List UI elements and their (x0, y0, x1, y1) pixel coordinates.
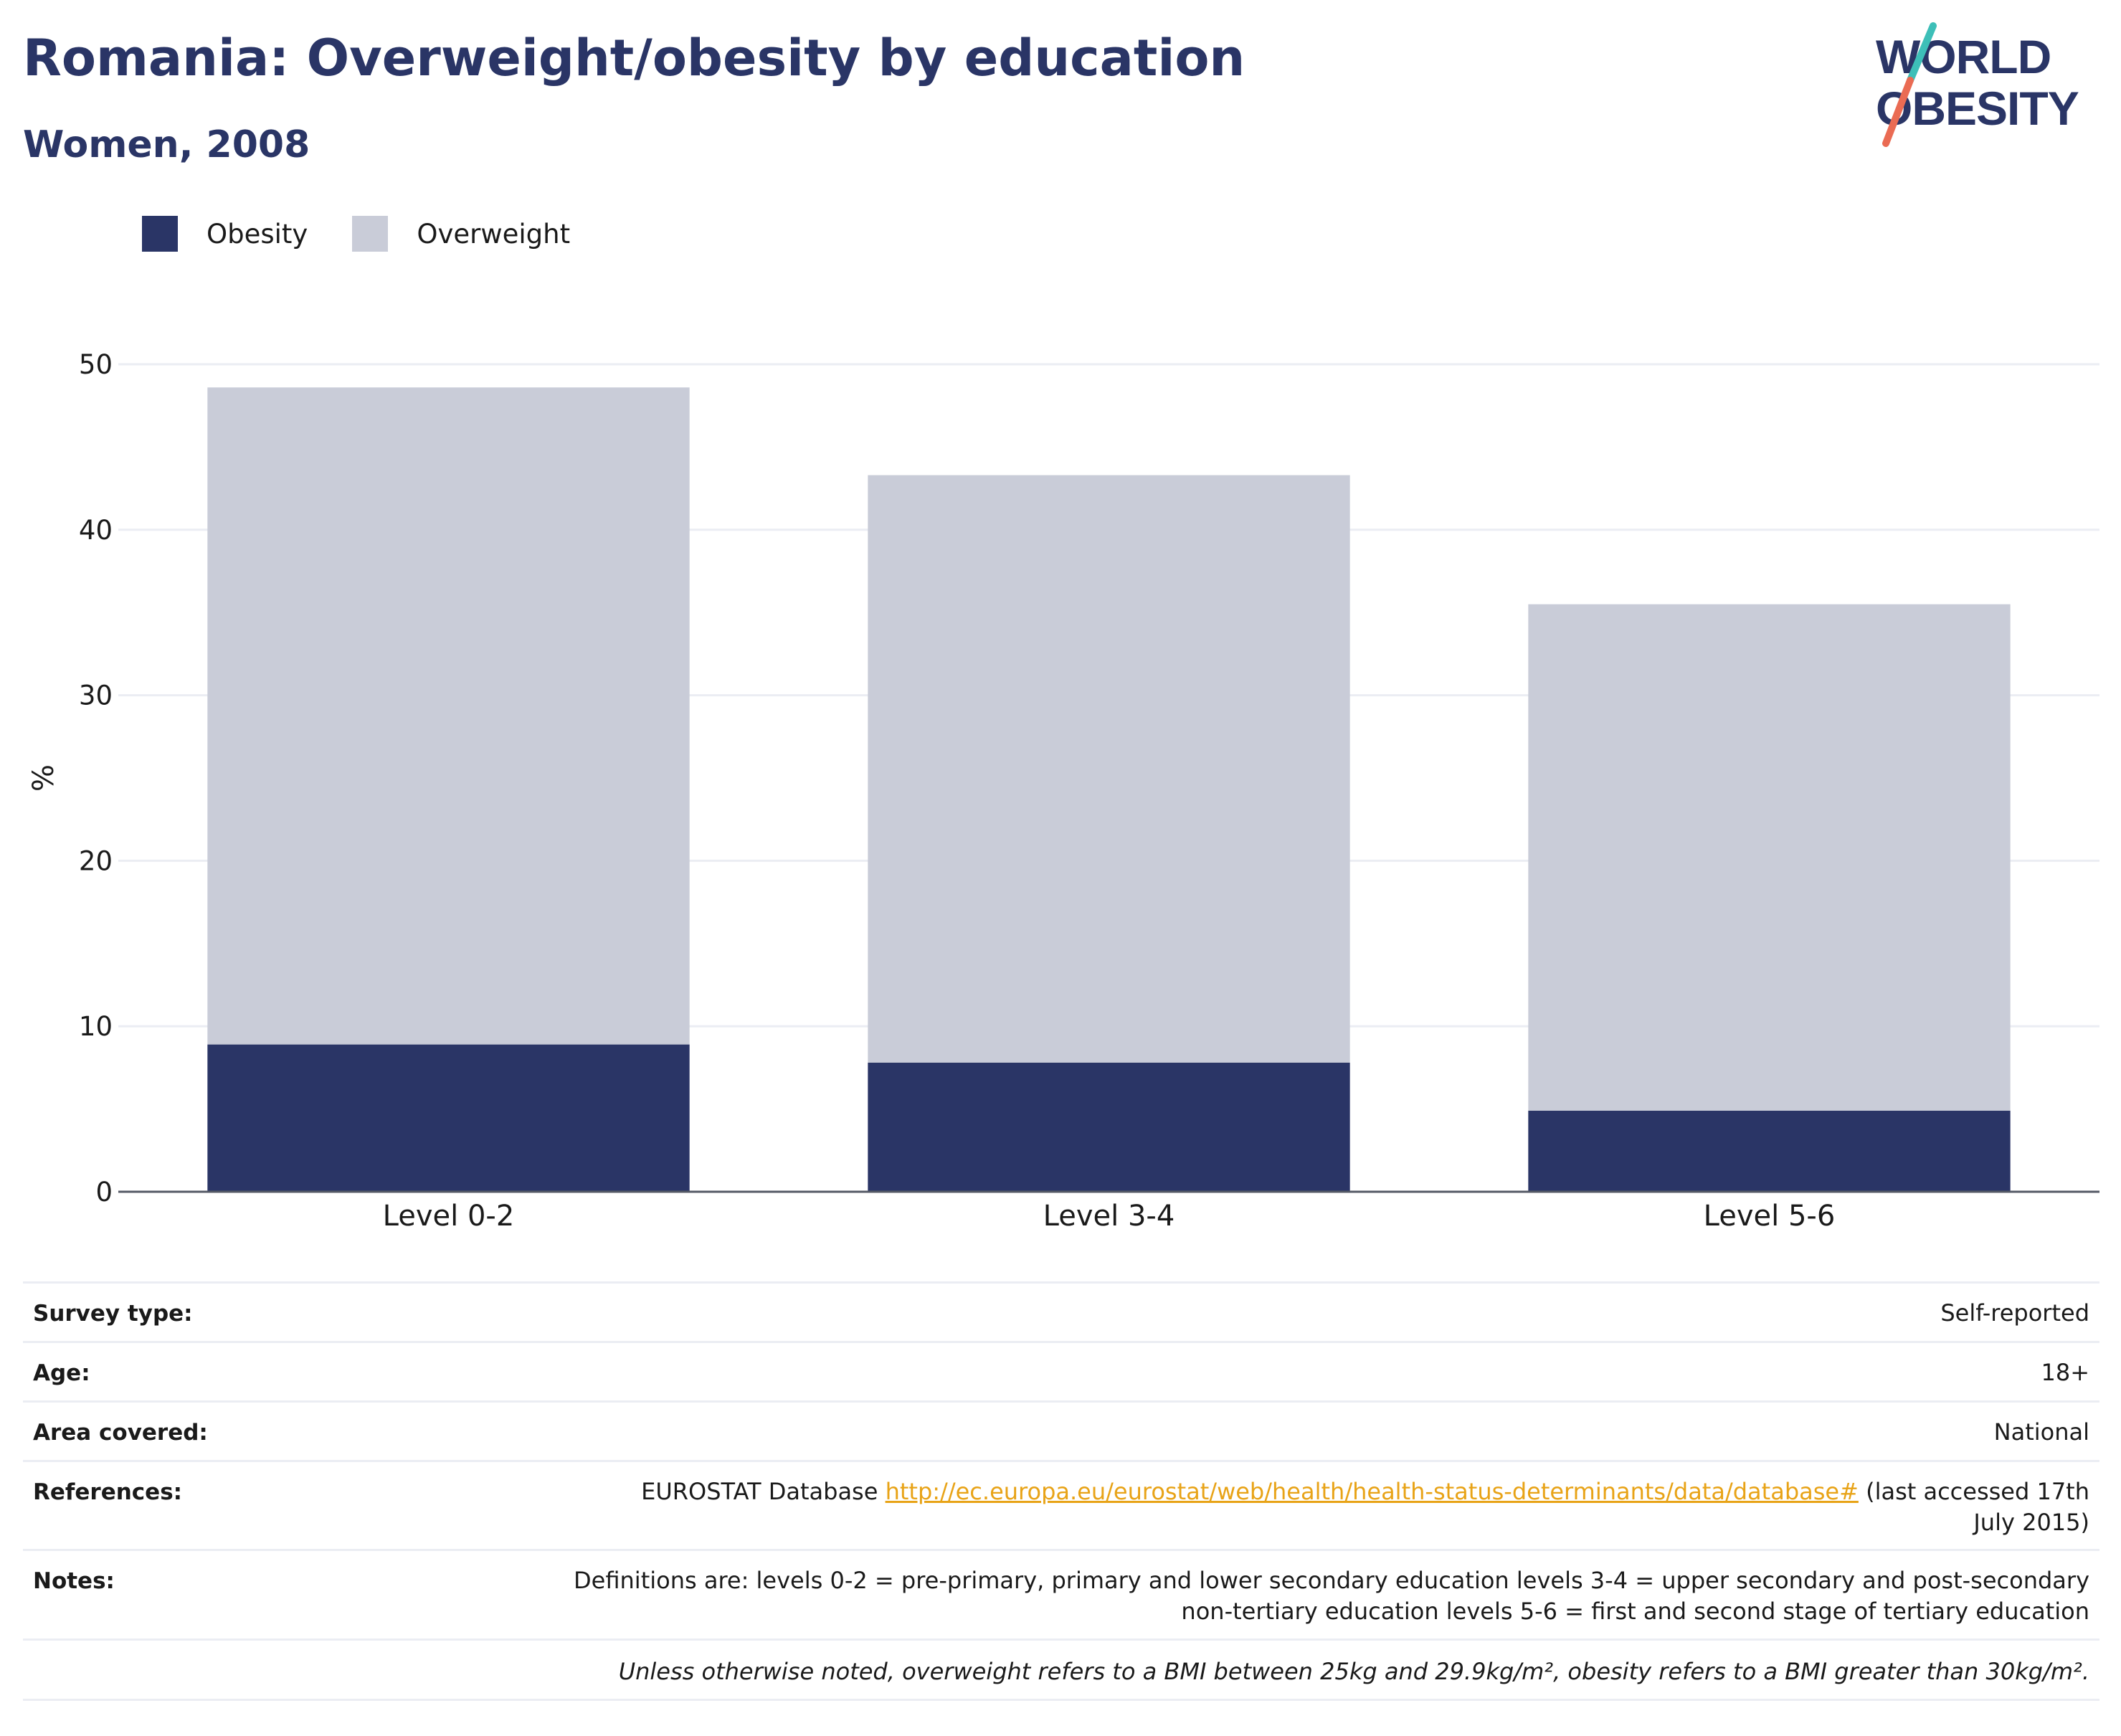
x-tick-label: Level 3-4 (1043, 1200, 1175, 1233)
info-row-footnote: Unless otherwise noted, overweight refer… (23, 1641, 2099, 1701)
info-row-survey-type: Survey type: Self-reported (23, 1284, 2099, 1343)
bar-overweight (207, 387, 690, 1045)
info-table: Survey type: Self-reported Age: 18+ Area… (23, 1281, 2099, 1701)
y-tick-label: 0 (95, 1177, 113, 1208)
y-axis-label: % (27, 764, 60, 792)
references-value: EUROSTAT Database http://ec.europa.eu/eu… (641, 1476, 2099, 1538)
info-row-area-covered: Area covered: National (23, 1403, 2099, 1462)
references-prefix: EUROSTAT Database (641, 1478, 886, 1505)
bmi-footnote: Unless otherwise noted, overweight refer… (618, 1658, 2089, 1685)
age-label: Age: (33, 1360, 90, 1386)
notes-label: Notes: (33, 1568, 115, 1594)
y-tick-label: 10 (79, 1011, 113, 1042)
bar-obesity (207, 1044, 690, 1192)
references-label: References: (33, 1479, 183, 1505)
chart-subtitle: Women, 2008 (23, 123, 310, 166)
area-covered-label: Area covered: (33, 1420, 208, 1446)
chart-title: Romania: Overweight/obesity by education (23, 29, 1245, 87)
y-tick-label: 40 (79, 515, 113, 546)
notes-value: Definitions are: levels 0-2 = pre-primar… (574, 1567, 2089, 1625)
legend-label-overweight: Overweight (417, 218, 571, 250)
logo-line1: WORLD (1876, 30, 2051, 83)
y-tick-label: 30 (79, 680, 113, 711)
logo-slash-top (1907, 22, 1937, 84)
y-tick-label: 20 (79, 845, 113, 876)
legend-swatch-overweight (352, 216, 389, 252)
legend-swatch-obesity (142, 216, 178, 252)
logo-slash-bottom (1882, 77, 1914, 147)
bar-obesity (868, 1062, 1350, 1192)
bar-overweight (1528, 604, 2011, 1111)
area-covered-value: National (1993, 1418, 2089, 1446)
world-obesity-logo: WORLD OBESITY (1876, 22, 2079, 147)
legend-label-obesity: Obesity (207, 218, 308, 250)
info-row-notes: Notes: Definitions are: levels 0-2 = pre… (23, 1551, 2099, 1641)
bar-obesity (1528, 1110, 2011, 1192)
legend-item-obesity[interactable]: Obesity (142, 216, 308, 252)
legend: Obesity Overweight (142, 212, 615, 255)
age-value: 18+ (2041, 1359, 2089, 1386)
x-tick-label: Level 5-6 (1704, 1200, 1836, 1233)
info-row-age: Age: 18+ (23, 1343, 2099, 1403)
survey-type-value: Self-reported (1940, 1299, 2089, 1327)
x-tick-label: Level 0-2 (383, 1200, 515, 1233)
legend-item-overweight[interactable]: Overweight (352, 216, 570, 252)
stacked-bar-chart: 0 10 20 30 40 50 Level 0-2 Level 3-4 Level 5-6% (27, 349, 2099, 1233)
references-suffix: (last accessed 17th July 2015) (1858, 1478, 2089, 1536)
info-row-references: References: EUROSTAT Database http://ec.… (23, 1462, 2099, 1551)
bar-overweight (868, 475, 1350, 1063)
references-link[interactable]: http://ec.europa.eu/eurostat/web/health/… (885, 1478, 1859, 1505)
y-tick-label: 50 (79, 349, 113, 380)
survey-type-label: Survey type: (33, 1301, 193, 1327)
